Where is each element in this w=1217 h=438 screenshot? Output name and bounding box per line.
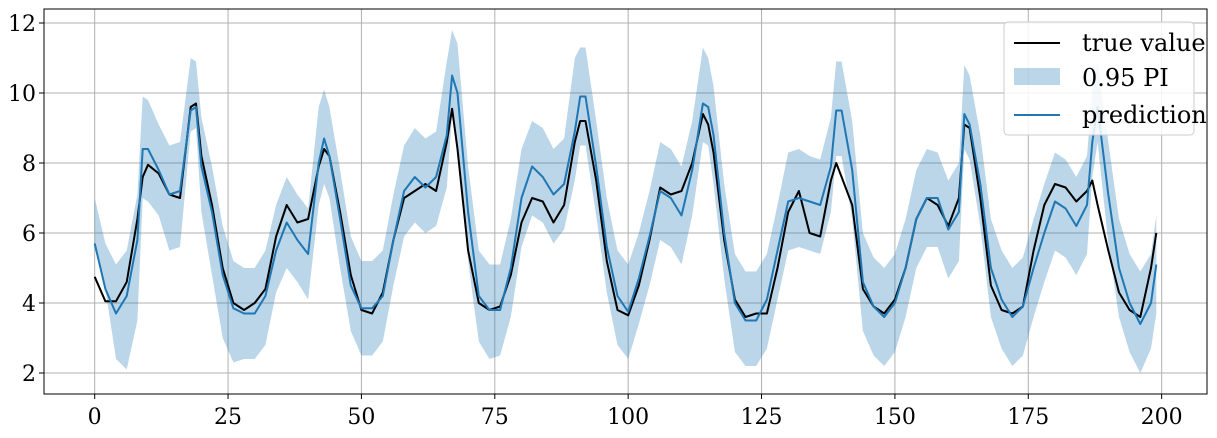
- series-lines: [93, 74, 1158, 325]
- legend-band-swatch: [1014, 68, 1060, 85]
- x-tick-label: 150: [874, 405, 916, 430]
- legend-box: [1003, 21, 1195, 136]
- band-area-0-95-pi: [94, 30, 1157, 373]
- y-tick-label: 6: [22, 222, 36, 247]
- x-tick-label: 50: [347, 405, 375, 430]
- legend-prediction-label: prediction: [1082, 101, 1207, 129]
- series-line-true-value: [93, 102, 1158, 318]
- x-tick-label: 175: [1007, 405, 1049, 430]
- x-axis: 0 25 50 75 100 125 150 175 200: [88, 394, 1183, 430]
- x-tick-label: 0: [88, 405, 102, 430]
- y-tick-label: 8: [22, 152, 36, 177]
- prediction-interval-band: [94, 30, 1157, 373]
- x-tick-label: 25: [214, 405, 242, 430]
- plot-frame: [43, 8, 1208, 395]
- legend-band-label: 0.95 PI: [1082, 64, 1169, 92]
- legend: true value 0.95 PI prediction: [1003, 21, 1207, 136]
- x-tick-label: 125: [741, 405, 783, 430]
- y-tick-label: 12: [8, 12, 36, 37]
- series-line-prediction: [93, 74, 1158, 325]
- y-axis: 2 4 6 8 10 12: [8, 12, 44, 387]
- y-tick-label: 2: [22, 362, 36, 387]
- y-tick-label: 4: [22, 292, 36, 317]
- x-tick-label: 200: [1141, 405, 1183, 430]
- x-tick-label: 75: [481, 405, 509, 430]
- x-tick-label: 100: [607, 405, 649, 430]
- y-tick-label: 10: [8, 82, 36, 107]
- legend-true-value-label: true value: [1082, 29, 1206, 57]
